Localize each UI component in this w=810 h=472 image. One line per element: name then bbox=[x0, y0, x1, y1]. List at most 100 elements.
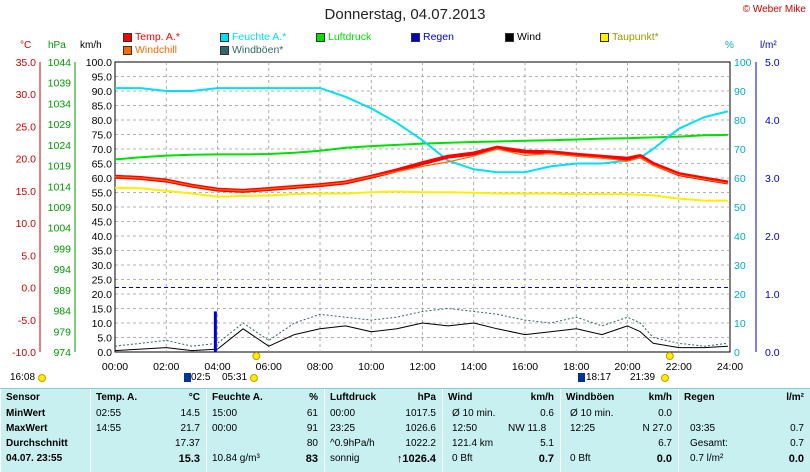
pct-tick-label: 50 bbox=[734, 202, 746, 214]
table-header: Wind bbox=[448, 392, 473, 403]
legend-label: Wind bbox=[517, 31, 541, 43]
kmh-tick-label: 40.0 bbox=[92, 231, 113, 243]
table-header: Windböen bbox=[566, 392, 615, 403]
kmh-tick-label: 55.0 bbox=[92, 188, 113, 200]
table-cell: 83 bbox=[305, 453, 318, 465]
pct-tick-label: 10 bbox=[734, 318, 746, 330]
kmh-tick-label: 45.0 bbox=[92, 217, 113, 229]
legend-label: Regen bbox=[423, 31, 454, 43]
pct-tick-label: 60 bbox=[734, 173, 746, 185]
legend-item: Regen bbox=[411, 31, 454, 43]
table-cell: 03:35 bbox=[690, 423, 716, 434]
table-cell: ↑1026.4 bbox=[396, 453, 436, 465]
hpa-tick-label: 1019 bbox=[48, 161, 72, 173]
pct-tick-label: 90 bbox=[734, 86, 746, 98]
kmh-tick-label: 100.0 bbox=[86, 57, 112, 69]
x-tick-label: 02:00 bbox=[153, 361, 179, 373]
table-cell: 121.4 km bbox=[452, 438, 494, 449]
temp-tick-label: -5.0 bbox=[18, 315, 36, 327]
table-header: km/h bbox=[648, 392, 672, 403]
x-tick-label: 20:00 bbox=[614, 361, 640, 373]
table-cell: 0.7 l/m² bbox=[690, 453, 724, 464]
hpa-tick-label: 974 bbox=[53, 347, 71, 359]
table-cell: 15:00 bbox=[212, 408, 238, 419]
table-row-label: MaxWert bbox=[6, 423, 48, 434]
series-line bbox=[114, 322, 728, 352]
kmh-tick-label: 0.0 bbox=[97, 347, 112, 359]
table-cell: 23:25 bbox=[330, 423, 356, 434]
kmh-tick-label: 30.0 bbox=[92, 260, 113, 272]
kmh-axis-unit: km/h bbox=[80, 40, 102, 51]
pct-tick-label: 100 bbox=[734, 57, 752, 69]
table-header: Feuchte A. bbox=[212, 392, 263, 403]
sunrise-time: 05:31 bbox=[222, 372, 248, 383]
table-cell: 1026.6 bbox=[405, 423, 436, 434]
x-tick-label: 24:00 bbox=[717, 361, 743, 373]
table-cell: Ø 10 min. bbox=[452, 408, 496, 419]
table-column bbox=[678, 389, 810, 472]
table-cell: 12:25 bbox=[570, 423, 596, 434]
rain-bar bbox=[213, 311, 217, 352]
temp-tick-label: 10.0 bbox=[16, 218, 37, 230]
table-row-label: Durchschnitt bbox=[6, 438, 68, 449]
table-cell: 00:00 bbox=[330, 408, 356, 419]
series-line bbox=[114, 148, 728, 192]
temp-tick-label: 30.0 bbox=[16, 89, 37, 101]
legend-item: Feuchte A.* bbox=[220, 31, 286, 43]
kmh-tick-label: 25.0 bbox=[92, 275, 113, 287]
table-cell: NW 11.8 bbox=[508, 423, 547, 434]
rain-axis-unit: l/m² bbox=[760, 40, 777, 51]
legend-swatch bbox=[220, 32, 229, 42]
table-cell: 21.7 bbox=[180, 423, 200, 434]
table-cell: 14:55 bbox=[96, 423, 122, 434]
rain-tick-label: 3.0 bbox=[765, 173, 780, 185]
table-header: l/m² bbox=[786, 392, 804, 403]
series-line bbox=[114, 133, 728, 161]
temp-tick-label: -10.0 bbox=[12, 347, 36, 359]
x-tick-label: 00:00 bbox=[102, 361, 128, 373]
legend-label: Windchill bbox=[135, 44, 178, 56]
kmh-tick-label: 20.0 bbox=[92, 289, 113, 301]
pct-tick-label: 0 bbox=[734, 347, 740, 359]
legend-swatch bbox=[316, 32, 325, 42]
table-header: Temp. A. bbox=[96, 392, 138, 403]
legend-swatch bbox=[123, 32, 132, 42]
sun-marker bbox=[665, 352, 674, 360]
table-cell: 17.37 bbox=[174, 438, 200, 449]
series-line bbox=[114, 186, 728, 202]
table-cell: 0 Bft bbox=[570, 453, 591, 464]
table-column bbox=[560, 389, 678, 472]
hpa-tick-label: 984 bbox=[53, 306, 71, 318]
hpa-tick-label: 1044 bbox=[48, 57, 72, 69]
table-cell: 00:00 bbox=[212, 423, 238, 434]
hpa-tick-label: 979 bbox=[53, 326, 71, 338]
table-cell: 1017.5 bbox=[405, 408, 436, 419]
table-cell: 0.7 bbox=[538, 453, 554, 465]
kmh-tick-label: 5.0 bbox=[97, 333, 112, 345]
kmh-tick-label: 35.0 bbox=[92, 246, 113, 258]
rain-tick-label: 2.0 bbox=[765, 231, 780, 243]
credit-text: © Weber Mike bbox=[742, 4, 806, 15]
x-tick-label: 10:00 bbox=[358, 361, 384, 373]
temp-tick-label: 15.0 bbox=[16, 186, 37, 198]
chart-title: Donnerstag, 04.07.2013 bbox=[324, 6, 486, 23]
temp-tick-label: 5.0 bbox=[21, 250, 36, 262]
kmh-tick-label: 85.0 bbox=[92, 101, 113, 113]
legend-label: Feuchte A.* bbox=[232, 31, 287, 43]
table-cell: 0.0 bbox=[788, 453, 804, 465]
legend-label: Luftdruck bbox=[328, 31, 372, 43]
table-header: Sensor bbox=[6, 392, 40, 403]
table-header: % bbox=[309, 392, 318, 403]
sun-marker bbox=[661, 374, 669, 382]
weather-chart: 35.0 30.0 25.0 20.0 15.0 10.0 5.0 0.0 -5.0 -10.0 1… bbox=[12, 57, 780, 382]
hpa-tick-label: 1009 bbox=[48, 202, 72, 214]
hpa-tick-label: 989 bbox=[53, 285, 71, 297]
pct-tick-label: 20 bbox=[734, 289, 746, 301]
table-cell: 12:50 bbox=[452, 423, 478, 434]
table-cell: 02:55 bbox=[96, 408, 122, 419]
table-cell: 80 bbox=[306, 438, 318, 449]
x-tick-label: 18:00 bbox=[563, 361, 589, 373]
table-cell: N 27.0 bbox=[642, 423, 672, 434]
hpa-tick-label: 1029 bbox=[48, 119, 72, 131]
table-cell: 5.1 bbox=[540, 438, 554, 449]
